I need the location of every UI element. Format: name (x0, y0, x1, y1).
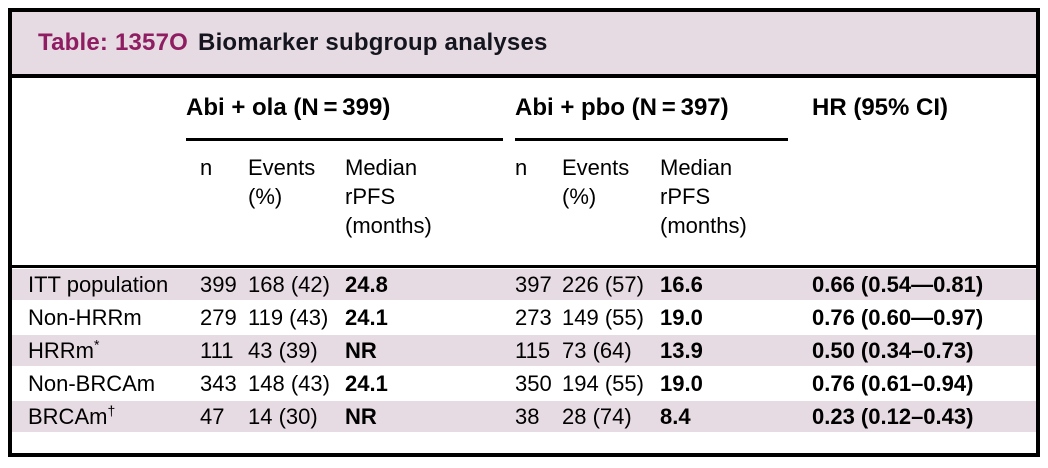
cell-pbo-median: 13.9 (660, 337, 703, 363)
cell-pbo-median: 8.4 (660, 403, 691, 429)
subheader-n-pbo: n (515, 155, 528, 180)
cell-pbo-events: 194 (55) (562, 370, 644, 396)
cell-ola-n: 343 (200, 370, 237, 396)
cell-pbo-events: 226 (57) (562, 271, 644, 297)
row-label: Non-HRRm (28, 305, 200, 331)
cell-ola-n: 47 (200, 403, 225, 429)
row-label-sup: † (107, 402, 116, 419)
column-group-abi-pbo: Abi + pbo (N = 397) (515, 94, 788, 141)
row-label-text: BRCAm (28, 403, 108, 429)
cell-ola-events: 43 (39) (248, 337, 318, 363)
cell-ola-n: 279 (200, 304, 237, 330)
table-title: Biomarker subgroup analyses (198, 29, 548, 56)
table-row-brcam: BRCAm† 47 14 (30) NR 38 28 (74) 8.4 0.23… (12, 401, 1036, 434)
cell-hr: 0.76 (0.61–0.94) (812, 370, 974, 396)
cell-hr: 0.66 (0.54—0.81) (812, 271, 984, 297)
cell-pbo-n: 38 (515, 403, 540, 429)
cell-pbo-median: 16.6 (660, 271, 703, 297)
cell-ola-median: NR (345, 403, 377, 429)
column-header-hr: HR (95% CI) (812, 94, 949, 121)
table-header: Abi + ola (N = 399) Abi + pbo (N = 397) … (12, 78, 1036, 265)
table-row-itt-population: ITT population 399 168 (42) 24.8 397 226… (12, 269, 1036, 302)
column-group-abi-ola: Abi + ola (N = 399) (186, 94, 503, 141)
cell-pbo-n: 115 (515, 337, 551, 363)
table-title-band: Table: 1357O Biomarker subgroup analyses (12, 12, 1036, 78)
cell-ola-events: 168 (42) (248, 271, 330, 297)
cell-ola-median: 24.8 (345, 271, 388, 297)
cell-pbo-median: 19.0 (660, 304, 703, 330)
row-label: Non-BRCAm (28, 371, 200, 397)
cell-pbo-n: 350 (515, 370, 552, 396)
cell-hr: 0.50 (0.34–0.73) (812, 337, 974, 363)
cell-pbo-n: 273 (515, 304, 552, 330)
table-row-hrrm: HRRm* 111 43 (39) NR 115 73 (64) 13.9 0.… (12, 335, 1036, 368)
cell-hr: 0.23 (0.12–0.43) (812, 403, 974, 429)
cell-hr: 0.76 (0.60—0.97) (812, 304, 984, 330)
table-frame: Table: 1357O Biomarker subgroup analyses… (8, 8, 1040, 457)
row-label: BRCAm† (28, 402, 200, 430)
cell-pbo-events: 73 (64) (562, 337, 632, 363)
row-label: HRRm* (28, 336, 200, 364)
cell-ola-median: NR (345, 337, 377, 363)
cell-pbo-n: 397 (515, 271, 552, 297)
cell-pbo-events: 28 (74) (562, 403, 632, 429)
table-body: ITT population 399 168 (42) 24.8 397 226… (12, 265, 1036, 453)
cell-pbo-events: 149 (55) (562, 304, 644, 330)
table-title-prefix: Table: 1357O (38, 29, 189, 56)
cell-ola-median: 24.1 (345, 304, 388, 330)
subheader-row: n Events (%) Median rPFS (months) n Even… (12, 153, 1036, 240)
table-row-non-brcam: Non-BRCAm 343 148 (43) 24.1 350 194 (55)… (12, 368, 1036, 401)
table-row-non-hrrm: Non-HRRm 279 119 (43) 24.1 273 149 (55) … (12, 302, 1036, 335)
cell-pbo-median: 19.0 (660, 370, 703, 396)
cell-ola-n: 111 (200, 337, 234, 363)
row-label-text: ITT population (28, 271, 169, 297)
subheader-n-ola: n (200, 155, 213, 180)
cell-ola-median: 24.1 (345, 370, 388, 396)
subheader-median-ola: Median rPFS (months) (345, 155, 432, 239)
cell-ola-events: 14 (30) (248, 403, 318, 429)
row-label-sup: * (94, 336, 100, 353)
row-label-text: Non-BRCAm (28, 370, 156, 396)
group-header-row: Abi + ola (N = 399) Abi + pbo (N = 397) … (12, 94, 1036, 141)
row-label-text: Non-HRRm (28, 304, 142, 330)
cell-ola-events: 119 (43) (248, 304, 329, 330)
subheader-median-pbo: Median rPFS (months) (660, 155, 747, 239)
cell-ola-events: 148 (43) (248, 370, 330, 396)
cell-ola-n: 399 (200, 271, 237, 297)
subheader-events-ola: Events (%) (248, 155, 316, 210)
row-label-text: HRRm (28, 337, 94, 363)
row-label: ITT population (28, 272, 200, 298)
subheader-events-pbo: Events (%) (562, 155, 630, 210)
